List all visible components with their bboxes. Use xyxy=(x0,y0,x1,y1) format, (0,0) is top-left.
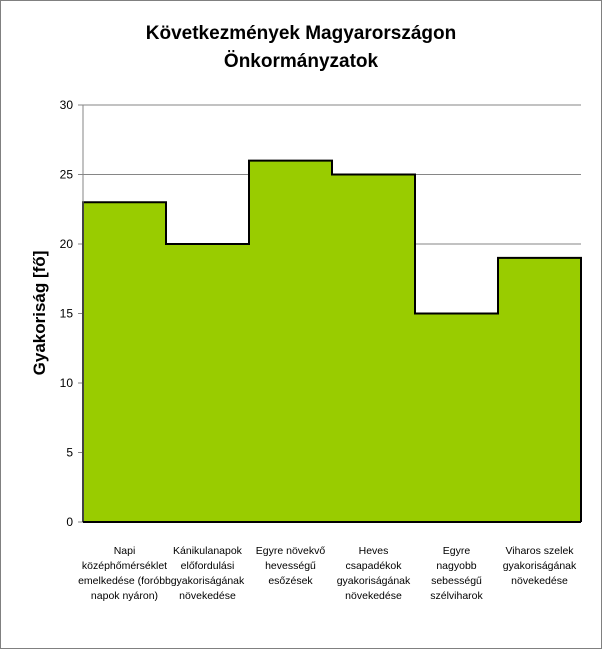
category-labels: Napi középhőmérséklet emelkedése (foróbb na… xyxy=(78,545,577,602)
x-tick-label-line: nagyobb xyxy=(436,560,476,572)
x-tick-label: Egyre növekvő hevességű esőzések xyxy=(256,545,326,587)
x-tick-label-line: Egyre növekvő xyxy=(256,545,326,557)
x-tick-label-line: szélviharok xyxy=(430,590,483,602)
bar xyxy=(166,244,249,522)
y-tick-label: 10 xyxy=(60,376,74,390)
x-tick-label-line: növekedése xyxy=(511,575,568,587)
y-tick-label: 5 xyxy=(66,446,73,460)
x-tick-label-line: emelkedése (foróbb xyxy=(78,575,171,587)
axes xyxy=(82,105,582,523)
x-tick-label-line: középhőmérséklet xyxy=(82,560,167,572)
x-tick-label: Napi középhőmérséklet emelkedése (foróbb na… xyxy=(78,545,171,602)
x-tick-label-line: gyakoriságának xyxy=(503,560,577,572)
x-tick-label-line: esőzések xyxy=(268,575,313,587)
y-tick-label: 30 xyxy=(60,98,74,112)
bar xyxy=(83,202,166,523)
x-tick-label-line: napok nyáron) xyxy=(91,590,158,602)
bars xyxy=(83,160,581,523)
x-tick-label-line: növekedése xyxy=(345,590,402,602)
bar xyxy=(332,174,415,522)
x-tick-label-line: előfordulási xyxy=(181,560,235,572)
bar xyxy=(415,313,498,522)
x-tick-label-line: gyakoriságának xyxy=(337,575,411,587)
x-tick-label: Kánikulanapok előfordulási gyakoriságának n… xyxy=(171,545,245,602)
y-tick-label: 0 xyxy=(66,515,73,529)
x-tick-label-line: növekedése xyxy=(179,590,236,602)
x-tick-label: Heves csapadékok gyakoriságának növekedése xyxy=(337,545,411,602)
chart-title-line-2: Önkormányzatok xyxy=(224,51,379,72)
x-tick-label-line: hevességű xyxy=(265,560,316,572)
x-tick-label-line: gyakoriságának xyxy=(171,575,245,587)
x-tick-label-line: Viharos szelek xyxy=(505,545,574,557)
x-tick-label-line: Heves xyxy=(359,545,389,557)
x-tick-label-line: Egyre xyxy=(443,545,471,557)
x-tick-label: Egyre nagyobb sebességű szélviharok xyxy=(430,545,483,602)
y-tick-label: 25 xyxy=(60,168,74,182)
x-tick-label-line: csapadékok xyxy=(345,560,402,572)
bar xyxy=(249,160,332,522)
chart-title-line-1: Következmények Magyarországon xyxy=(146,23,456,44)
y-axis-title: Gyakoriság [fő] xyxy=(30,251,49,376)
bar xyxy=(498,257,581,522)
y-tick-label: 20 xyxy=(60,237,74,251)
x-tick-label-line: sebességű xyxy=(431,575,482,587)
y-tick-labels: 0 5 10 15 20 25 30 xyxy=(60,98,74,529)
bar-outline xyxy=(82,159,582,522)
x-tick-label-line: Kánikulanapok xyxy=(173,545,243,557)
y-tick-label: 15 xyxy=(60,307,74,321)
x-tick-label-line: Napi xyxy=(114,545,136,557)
x-tick-label: Viharos szelek gyakoriságának növekedése xyxy=(503,545,577,587)
